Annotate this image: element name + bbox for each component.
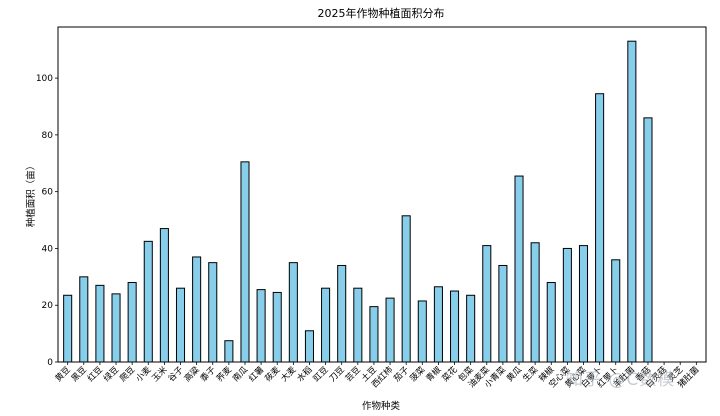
bars-group — [63, 40, 653, 363]
x-tick-label: 生菜 — [520, 364, 540, 384]
y-ticks-group: 0 20 40 60 80 100 — [36, 74, 58, 368]
bar — [546, 282, 556, 363]
bar — [450, 290, 460, 363]
x-tick-label: 绿豆 — [101, 364, 121, 384]
bar — [272, 291, 282, 363]
x-tick-label: 大麦 — [279, 364, 299, 384]
bar — [304, 330, 314, 363]
bar — [256, 289, 266, 363]
bar — [321, 287, 331, 363]
x-tick-label: 菠菜 — [408, 364, 428, 384]
x-tick-label: 小麦 — [134, 364, 154, 384]
bar — [208, 262, 218, 363]
bar — [159, 228, 169, 363]
y-tick-label: 0 — [47, 358, 53, 368]
chart-title: 2025年作物种植面积分布 — [318, 6, 445, 20]
bar — [562, 247, 572, 363]
x-axis-label: 作物种类 — [362, 400, 401, 412]
x-tick-label: 高粱 — [182, 364, 202, 384]
bar — [240, 161, 250, 363]
x-tick-label: 黍子 — [198, 364, 218, 384]
bar — [385, 297, 395, 363]
y-tick-label: 100 — [36, 74, 53, 84]
y-tick-label: 60 — [42, 188, 54, 198]
x-tick-label: 青椒 — [424, 364, 444, 384]
bar — [514, 175, 524, 363]
bar — [498, 264, 508, 363]
watermark: 知乎 @C数模 — [566, 370, 676, 390]
bar — [466, 294, 476, 363]
x-tick-label: 茄子 — [391, 364, 411, 384]
bar — [530, 242, 540, 363]
bar — [175, 287, 186, 363]
bar — [611, 259, 621, 363]
x-tick-label: 玉米 — [150, 364, 170, 384]
x-tick-label: 黄瓜 — [504, 364, 524, 384]
bar — [643, 117, 653, 363]
bar — [127, 282, 137, 363]
bar — [95, 284, 105, 363]
x-tick-label: 红豆 — [85, 364, 105, 384]
x-tick-label: 刀豆 — [328, 365, 347, 384]
bar — [192, 256, 202, 363]
x-tick-label: 芸豆 — [343, 364, 363, 384]
x-tick-label: 谷子 — [167, 365, 186, 384]
y-tick-label: 40 — [42, 244, 54, 254]
y-tick-label: 20 — [42, 301, 54, 311]
plot-frame — [57, 26, 707, 363]
bar — [433, 286, 443, 363]
x-tick-label: 爬豆 — [117, 364, 137, 384]
x-tick-label: 莜麦 — [263, 364, 283, 384]
bar — [143, 240, 153, 363]
x-tick-label: 红薯 — [246, 364, 266, 384]
bar — [111, 293, 121, 363]
bar — [353, 287, 363, 363]
x-tick-label: 南瓜 — [230, 364, 250, 384]
bar — [288, 262, 298, 363]
x-tick-label: 豇豆 — [312, 365, 331, 384]
x-tick-label: 黄豆 — [53, 364, 73, 384]
bar — [63, 294, 73, 363]
x-tick-label: 黑豆 — [70, 365, 89, 384]
y-axis-label: 种植面积（亩） — [25, 161, 37, 228]
bar — [627, 40, 637, 363]
x-tick-label: 荞麦 — [214, 364, 234, 384]
bar — [369, 306, 379, 363]
bar — [401, 215, 411, 363]
x-tick-label: 水稻 — [295, 364, 315, 384]
bar — [224, 340, 234, 363]
bar — [482, 245, 492, 363]
bar — [578, 245, 589, 363]
bar — [337, 264, 347, 363]
y-tick-label: 80 — [42, 131, 54, 141]
bar — [595, 93, 605, 363]
bar — [79, 276, 89, 363]
bar — [417, 300, 427, 363]
x-tick-label: 菜花 — [440, 364, 460, 384]
